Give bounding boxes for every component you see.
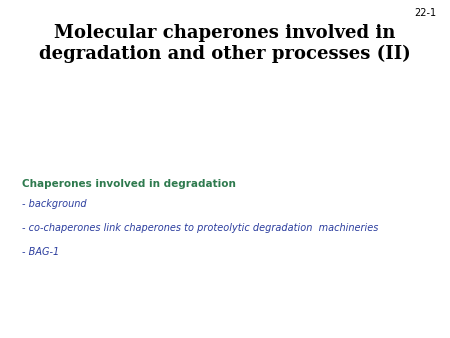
Text: Molecular chaperones involved in
degradation and other processes (II): Molecular chaperones involved in degrada… (39, 24, 411, 64)
Text: Chaperones involved in degradation: Chaperones involved in degradation (22, 179, 236, 189)
Text: - co-chaperones link chaperones to proteolytic degradation  machineries: - co-chaperones link chaperones to prote… (22, 223, 379, 233)
Text: - background: - background (22, 199, 87, 210)
Text: 22-1: 22-1 (414, 8, 436, 19)
Text: - BAG-1: - BAG-1 (22, 247, 60, 257)
